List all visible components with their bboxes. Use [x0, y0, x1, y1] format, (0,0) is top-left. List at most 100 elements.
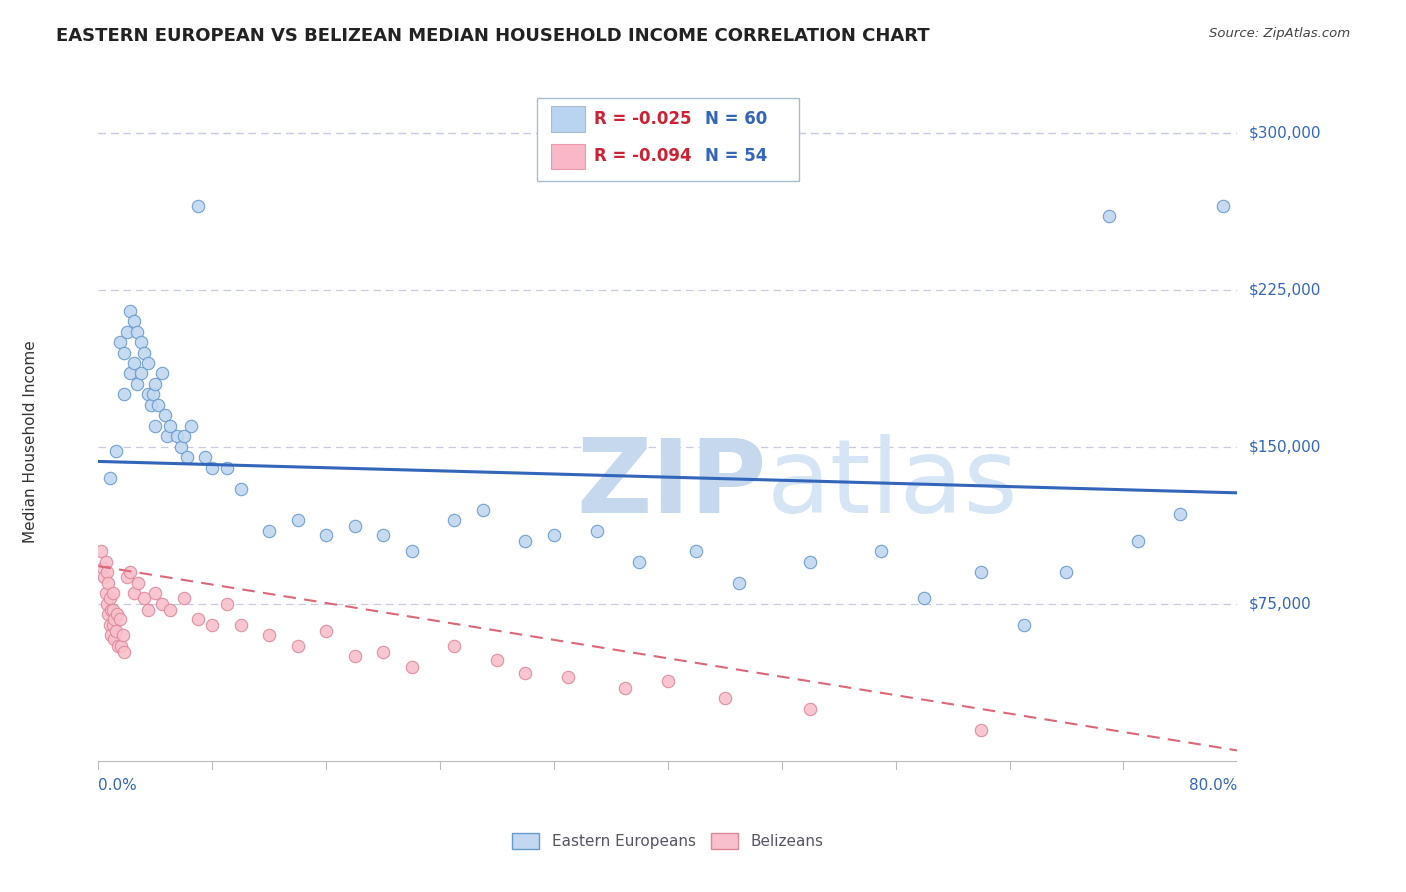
Point — [229, 617, 252, 632]
Text: N = 54: N = 54 — [706, 147, 768, 165]
Point — [145, 376, 167, 391]
Point — [970, 566, 993, 580]
Point — [543, 527, 565, 541]
Point — [657, 674, 679, 689]
Point — [93, 569, 115, 583]
Point — [443, 513, 465, 527]
Text: N = 60: N = 60 — [706, 110, 768, 128]
Point — [443, 639, 465, 653]
Point — [180, 418, 202, 433]
FancyBboxPatch shape — [551, 106, 585, 132]
Point — [173, 591, 195, 605]
Point — [315, 527, 337, 541]
Point — [515, 534, 537, 549]
Point — [287, 639, 309, 653]
Point — [136, 387, 159, 401]
Point — [101, 617, 124, 632]
Point — [129, 334, 152, 349]
Point — [96, 597, 118, 611]
Point — [343, 649, 366, 664]
Point — [101, 586, 124, 600]
Point — [104, 624, 127, 638]
FancyBboxPatch shape — [537, 98, 799, 181]
Point — [100, 628, 122, 642]
Point — [194, 450, 217, 465]
Point — [125, 325, 148, 339]
Point — [229, 482, 252, 496]
Point — [970, 723, 993, 737]
Text: ZIP: ZIP — [576, 434, 768, 535]
Point — [122, 314, 145, 328]
Point — [799, 701, 821, 715]
Point — [159, 418, 181, 433]
Point — [373, 527, 395, 541]
Point — [129, 367, 152, 381]
Text: EASTERN EUROPEAN VS BELIZEAN MEDIAN HOUSEHOLD INCOME CORRELATION CHART: EASTERN EUROPEAN VS BELIZEAN MEDIAN HOUS… — [56, 27, 929, 45]
Point — [110, 639, 132, 653]
Point — [107, 639, 129, 653]
Point — [122, 586, 145, 600]
Point — [173, 429, 195, 443]
Point — [585, 524, 607, 538]
Point — [159, 603, 181, 617]
Point — [1126, 534, 1149, 549]
Point — [1098, 210, 1121, 224]
Point — [112, 645, 135, 659]
Point — [1212, 199, 1234, 213]
Point — [215, 460, 238, 475]
Point — [139, 398, 162, 412]
Point — [870, 544, 893, 558]
Point — [155, 409, 177, 423]
Point — [118, 367, 141, 381]
Text: R = -0.094: R = -0.094 — [593, 147, 692, 165]
Point — [111, 628, 134, 642]
Point — [108, 611, 131, 625]
Point — [104, 444, 127, 458]
Point — [176, 450, 198, 465]
Point — [98, 617, 121, 632]
Point — [97, 607, 120, 622]
Point — [118, 303, 141, 318]
Point — [103, 632, 125, 647]
Point — [170, 440, 193, 454]
Point — [685, 544, 707, 558]
Point — [1012, 617, 1035, 632]
Point — [100, 603, 122, 617]
Point — [98, 471, 121, 485]
Point — [471, 502, 494, 516]
Point — [103, 611, 125, 625]
Point — [122, 356, 145, 370]
Point — [91, 561, 114, 575]
Point — [486, 653, 509, 667]
FancyBboxPatch shape — [551, 144, 585, 169]
Point — [141, 387, 163, 401]
Point — [132, 345, 155, 359]
Point — [515, 665, 537, 680]
Point — [714, 691, 737, 706]
Point — [373, 645, 395, 659]
Point — [401, 659, 423, 673]
Point — [156, 429, 179, 443]
Point — [90, 544, 112, 558]
Text: $150,000: $150,000 — [1249, 439, 1322, 454]
Point — [94, 586, 117, 600]
Text: $300,000: $300,000 — [1249, 125, 1322, 140]
Point — [112, 345, 135, 359]
Text: $75,000: $75,000 — [1249, 597, 1312, 611]
Point — [152, 367, 174, 381]
Point — [112, 387, 135, 401]
Point — [105, 607, 128, 622]
Point — [115, 569, 138, 583]
Point — [101, 603, 124, 617]
Point — [98, 591, 121, 605]
Point — [187, 611, 209, 625]
Point — [94, 555, 117, 569]
Point — [145, 418, 167, 433]
Point — [118, 566, 141, 580]
Point — [97, 575, 120, 590]
Point — [187, 199, 209, 213]
Point — [401, 544, 423, 558]
Point — [136, 356, 159, 370]
Point — [125, 376, 148, 391]
Point — [287, 513, 309, 527]
